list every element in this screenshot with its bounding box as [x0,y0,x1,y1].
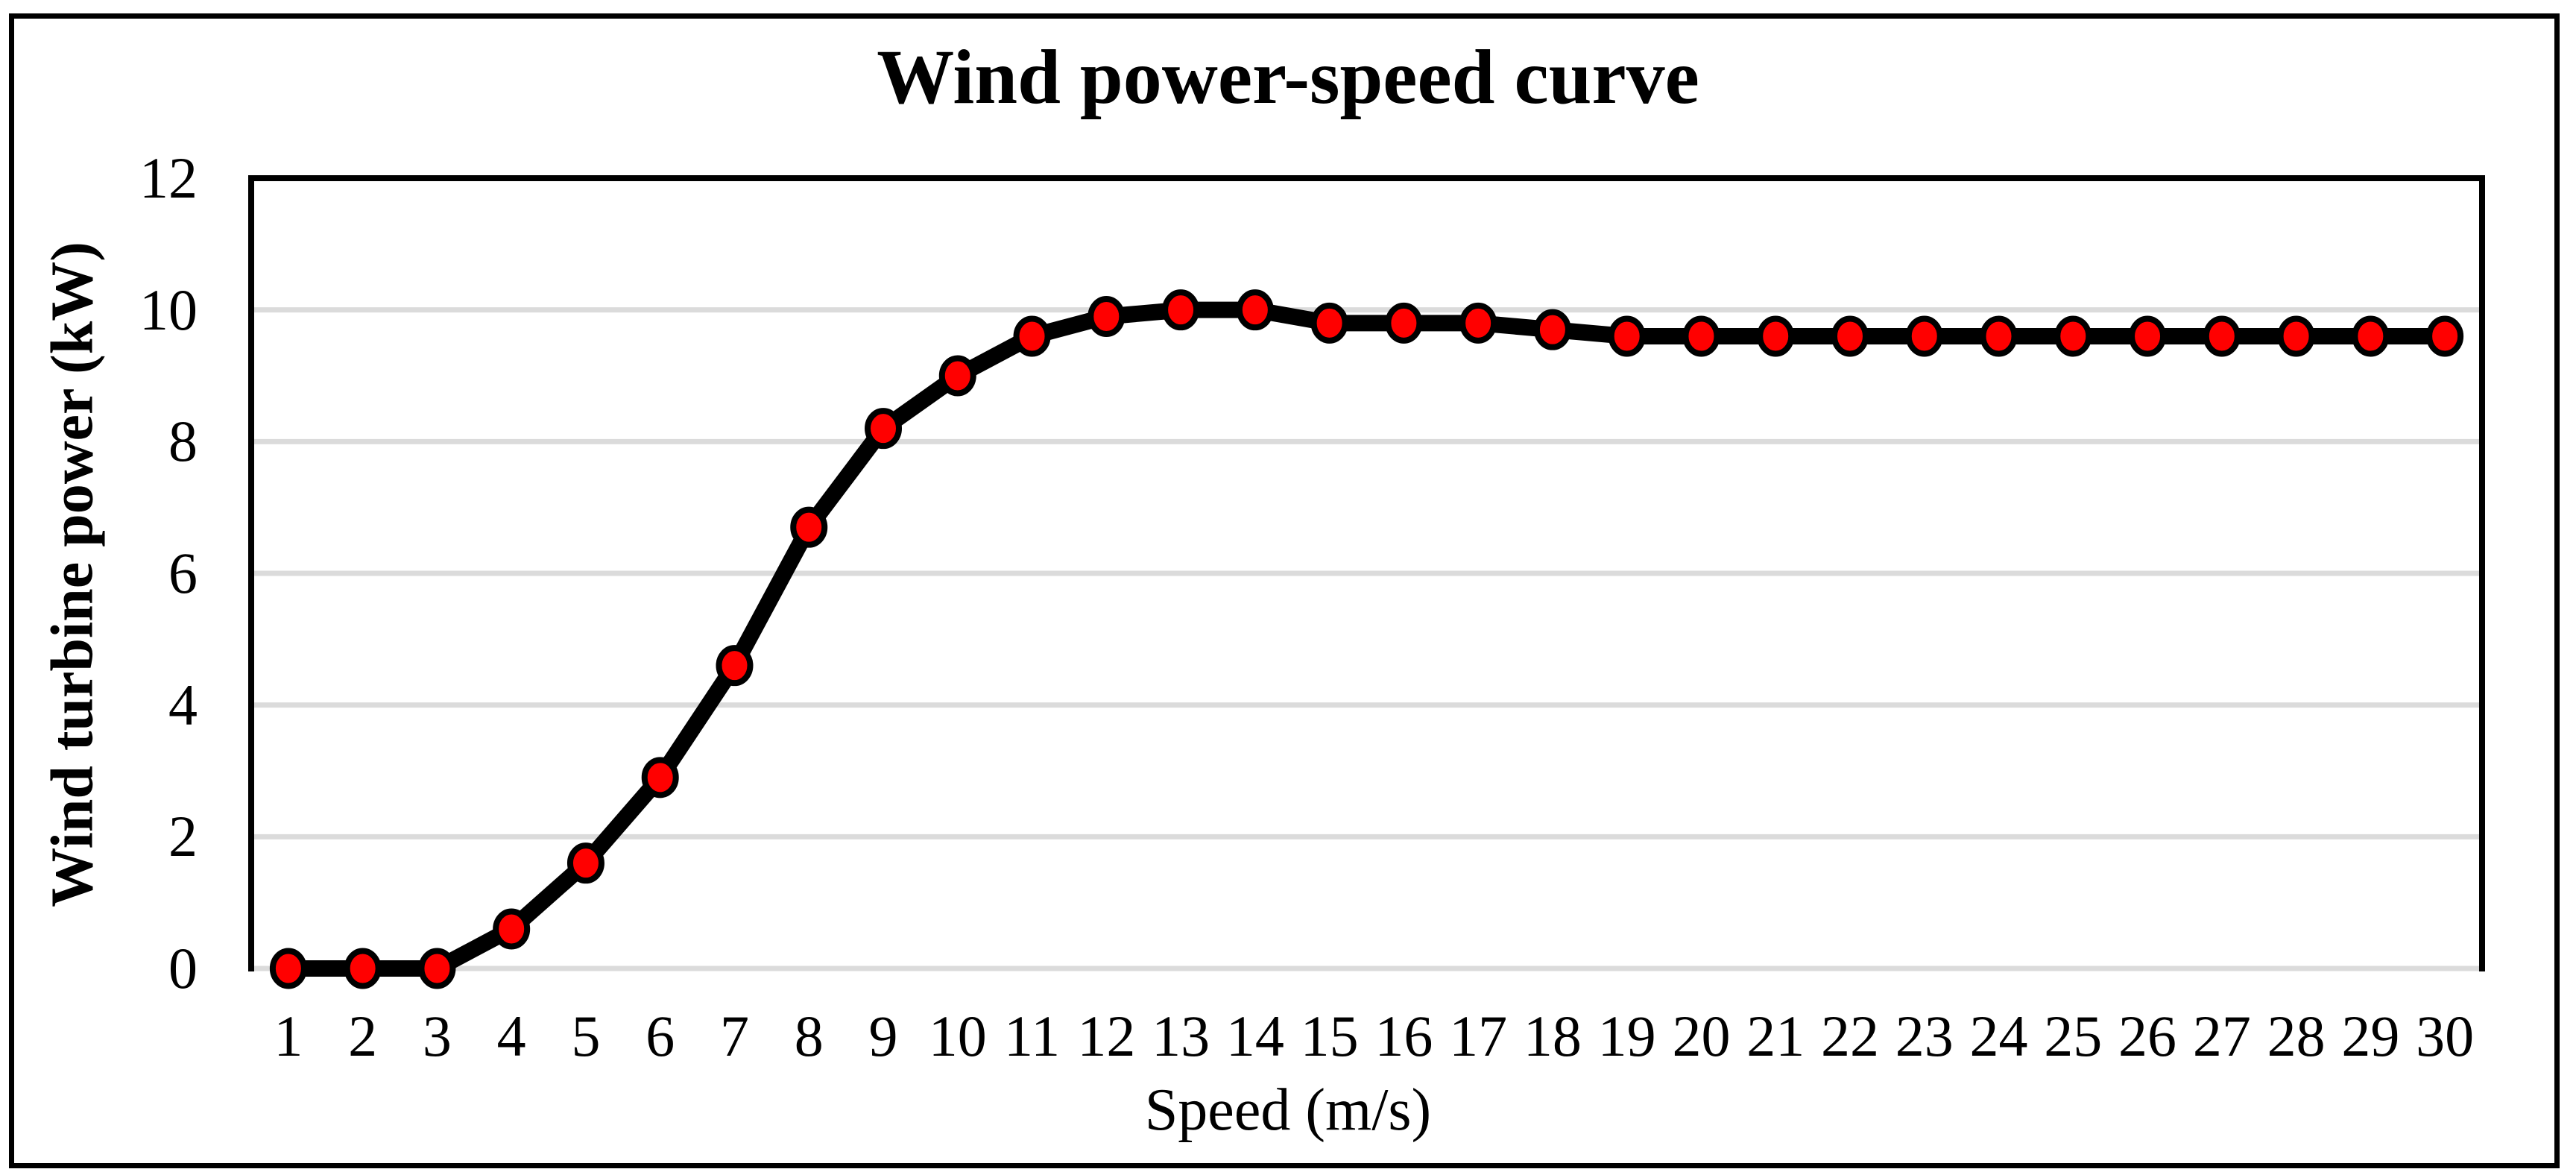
y-tick-label: 12 [139,145,198,210]
data-point-marker [493,908,531,950]
data-point-marker [1831,315,1869,357]
x-tick-label: 26 [2118,1004,2177,1068]
data-point-marker [1905,315,1943,357]
data-point-marker [269,948,307,989]
data-point-marker [938,355,976,397]
x-tick-label: 6 [645,1004,675,1068]
data-point-marker [2054,315,2092,357]
x-tick-label: 30 [2416,1004,2475,1068]
x-tick-label: 5 [571,1004,601,1068]
x-tick-label: 4 [496,1004,526,1068]
data-point-marker [566,842,604,884]
x-tick-label: 11 [1003,1004,1061,1068]
x-tick-label: 10 [928,1004,987,1068]
x-tick-label: 24 [1969,1004,2028,1068]
data-point-marker [716,645,754,687]
y-tick-label: 4 [168,672,198,737]
data-point-marker [2426,315,2464,357]
x-tick-label: 13 [1152,1004,1210,1068]
x-tick-label: 29 [2341,1004,2400,1068]
y-tick-label: 6 [168,541,198,605]
data-point-marker [1980,315,2018,357]
x-tick-label: 28 [2267,1004,2326,1068]
data-point-marker [641,757,679,798]
x-tick-label: 22 [1820,1004,1879,1068]
x-tick-label: 14 [1225,1004,1284,1068]
data-point-marker [1385,302,1423,344]
data-point-marker [1013,315,1051,357]
data-point-marker [1608,315,1646,357]
x-tick-label: 23 [1895,1004,1954,1068]
x-tick-label: 18 [1523,1004,1582,1068]
y-tick-label: 10 [139,277,198,342]
data-point-marker [1459,302,1497,344]
data-point-marker [1310,302,1348,344]
data-point-marker [790,506,828,548]
x-tick-label: 7 [719,1004,749,1068]
x-tick-label: 17 [1449,1004,1508,1068]
x-tick-label: 15 [1300,1004,1359,1068]
y-tick-label: 8 [168,409,198,474]
data-point-marker [2352,315,2390,357]
x-axis-title: Speed (m/s) [1144,1077,1432,1143]
data-point-marker [1757,315,1795,357]
series-line [280,301,2454,977]
x-tick-label: 16 [1374,1004,1433,1068]
data-point-marker [1236,289,1274,331]
data-point-marker [2129,315,2167,357]
x-tick-label: 8 [794,1004,824,1068]
x-tick-label: 21 [1746,1004,1805,1068]
x-tick-label: 9 [868,1004,898,1068]
data-point-marker [1682,315,1720,357]
data-point-marker [418,948,456,989]
data-point-marker [865,408,903,450]
data-point-marker [1533,309,1571,350]
x-tick-label: 19 [1597,1004,1656,1068]
data-point-marker [2203,315,2241,357]
y-tick-label: 0 [168,936,198,1001]
x-tick-label: 12 [1077,1004,1136,1068]
chart-title: Wind power-speed curve [877,34,1699,120]
x-tick-label: 1 [274,1004,303,1068]
x-tick-label: 25 [2044,1004,2103,1068]
data-point-marker [1162,289,1200,331]
data-point-marker [1087,296,1126,337]
x-tick-label: 3 [422,1004,452,1068]
data-point-marker [2277,315,2315,357]
x-tick-label: 27 [2192,1004,2251,1068]
data-point-marker [344,948,382,989]
x-tick-label: 2 [348,1004,378,1068]
x-tick-label: 20 [1672,1004,1731,1068]
y-tick-label: 2 [168,804,198,869]
